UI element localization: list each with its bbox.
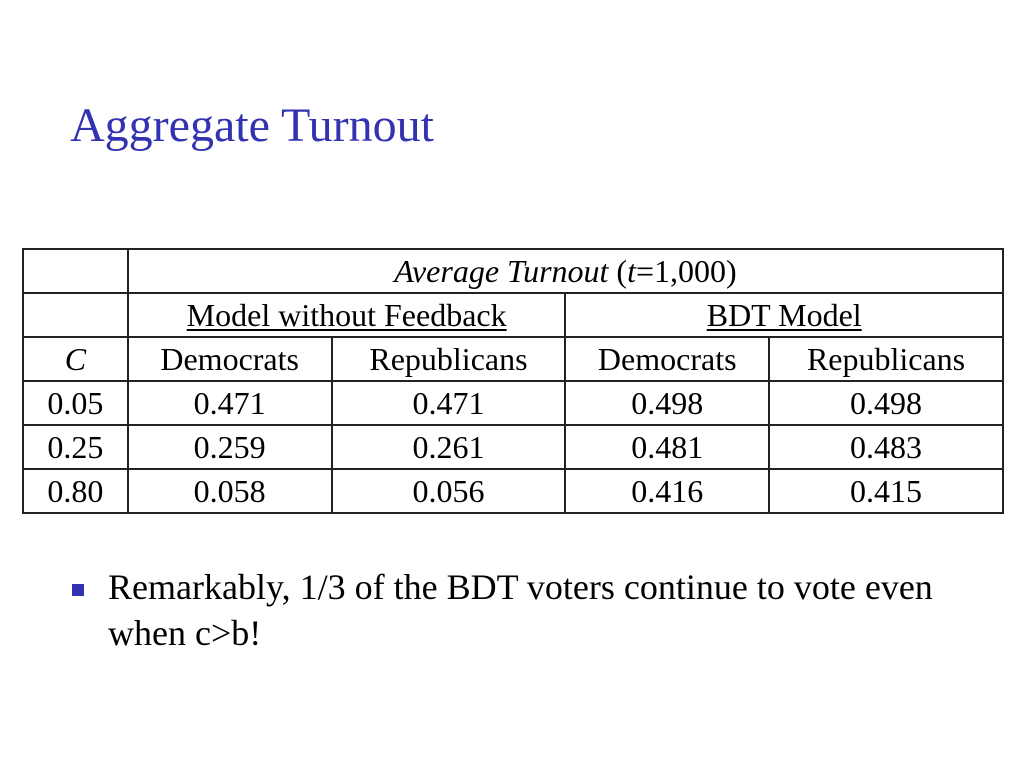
table-header-row-2: Model without Feedback BDT Model <box>22 292 1004 338</box>
column-header: Republicans <box>330 336 567 382</box>
column-header: Democrats <box>126 336 333 382</box>
table-cell: 0.261 <box>330 424 567 470</box>
group-header-bdt: BDT Model <box>564 292 1004 338</box>
table-cell: 0.416 <box>564 468 771 514</box>
average-turnout-label: Average Turnout <box>394 253 609 289</box>
paren-open: ( <box>616 253 628 289</box>
group-header-no-feedback: Model without Feedback <box>126 292 567 338</box>
column-header: Republicans <box>768 336 1004 382</box>
table-cell: 0.25 <box>22 424 129 470</box>
table-cell: 0.415 <box>768 468 1004 514</box>
table-cell: 0.056 <box>330 468 567 514</box>
table-cell: 0.058 <box>126 468 333 514</box>
table-cell: 0.481 <box>564 424 771 470</box>
column-header: Democrats <box>564 336 771 382</box>
average-turnout-header: Average Turnout (t=1,000) <box>126 248 1005 294</box>
group-label: BDT Model <box>706 297 862 333</box>
table-cell: 0.498 <box>564 380 771 426</box>
table-cell: 0.80 <box>22 468 129 514</box>
empty-corner-cell <box>22 248 129 294</box>
c-column-header: C <box>22 336 129 382</box>
t-variable: t <box>627 253 636 289</box>
table-cell: 0.498 <box>768 380 1004 426</box>
bullet-text: Remarkably, 1/3 of the BDT voters contin… <box>108 567 933 653</box>
table-cell: 0.259 <box>126 424 333 470</box>
table-header-row-3: C Democrats Republicans Democrats Republ… <box>22 336 1004 382</box>
bullet-item: Remarkably, 1/3 of the BDT voters contin… <box>72 564 992 656</box>
t-value: =1,000) <box>635 253 737 289</box>
table-row: 0.05 0.471 0.471 0.498 0.498 <box>22 380 1004 426</box>
table-row: 0.80 0.058 0.056 0.416 0.415 <box>22 468 1004 514</box>
empty-group-cell <box>22 292 129 338</box>
table-header-row-1: Average Turnout (t=1,000) <box>22 248 1005 294</box>
turnout-table: Average Turnout (t=1,000) Model without … <box>22 248 1005 514</box>
table-cell: 0.471 <box>126 380 333 426</box>
square-bullet-icon <box>72 584 84 596</box>
group-label: Model without Feedback <box>186 297 507 333</box>
slide-title: Aggregate Turnout <box>70 99 434 152</box>
table-cell: 0.471 <box>330 380 567 426</box>
table-row: 0.25 0.259 0.261 0.481 0.483 <box>22 424 1004 470</box>
table-cell: 0.05 <box>22 380 129 426</box>
table-cell: 0.483 <box>768 424 1004 470</box>
